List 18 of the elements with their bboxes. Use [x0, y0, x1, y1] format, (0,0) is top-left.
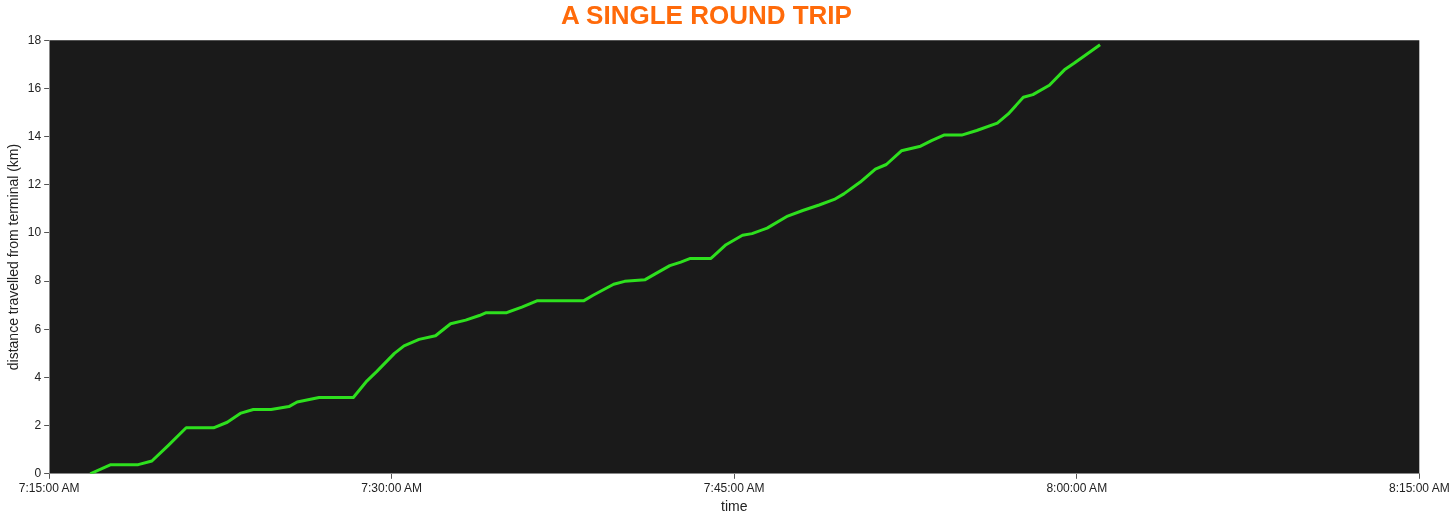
x-tick-label: 7:45:00 AM	[703, 481, 765, 496]
y-tick-label: 8	[34, 273, 42, 288]
y-tick-label: 10	[27, 225, 42, 240]
x-tick-label: 8:00:00 AM	[1046, 481, 1108, 496]
y-tick-label: 2	[34, 417, 42, 432]
y-tick-label: 0	[34, 466, 42, 481]
y-tick-label: 18	[27, 32, 42, 47]
y-tick-label: 16	[27, 80, 42, 95]
y-axis-title: distance travelled from terminal (km)	[5, 143, 22, 371]
x-tick-label: 7:15:00 AM	[18, 481, 80, 496]
y-tick-label: 4	[34, 369, 42, 384]
y-tick-label: 14	[27, 128, 42, 143]
x-axis-title: time	[721, 498, 748, 515]
y-tick-label: 6	[34, 321, 42, 336]
y-tick-label: 12	[27, 177, 42, 192]
x-tick-label: 8:15:00 AM	[1388, 481, 1450, 496]
x-tick-label: 7:30:00 AM	[361, 481, 423, 496]
chart-title: A SINGLE ROUND TRIP	[560, 0, 853, 30]
